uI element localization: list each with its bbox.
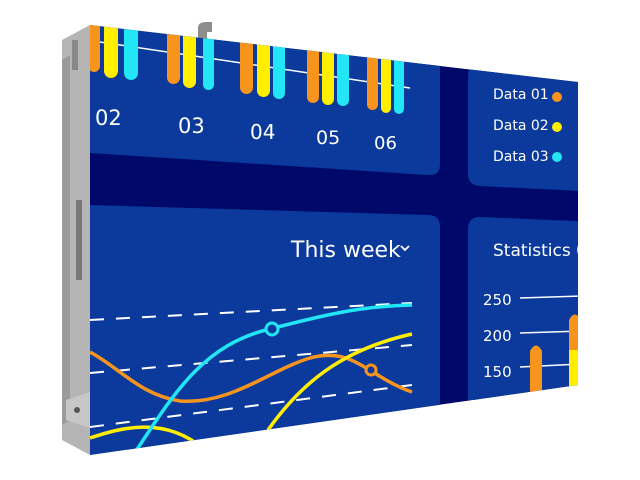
x-label: 06 bbox=[374, 133, 397, 154]
x-label: 02 bbox=[95, 106, 122, 130]
stat-bar bbox=[530, 345, 542, 400]
bar bbox=[322, 25, 334, 105]
display-frame bbox=[62, 22, 501, 455]
bar bbox=[367, 25, 378, 110]
data-point-marker bbox=[364, 363, 378, 377]
data-point-marker bbox=[264, 321, 280, 337]
line-chart-panel: This week bbox=[90, 205, 440, 455]
legend-panel: Data 01 Data 02 Data 03 bbox=[468, 65, 578, 192]
x-label: 05 bbox=[316, 127, 340, 149]
series-yellow-line bbox=[266, 332, 413, 432]
bar-chart-panel: 02 03 04 05 06 bbox=[90, 25, 440, 176]
legend-dot-orange bbox=[552, 92, 562, 102]
grid-lines bbox=[90, 302, 413, 428]
bar bbox=[337, 25, 349, 106]
stat-bar bbox=[569, 314, 578, 350]
bar bbox=[307, 25, 319, 103]
bar bbox=[394, 25, 404, 114]
bar bbox=[273, 25, 285, 99]
reference-line bbox=[99, 41, 411, 89]
bar bbox=[183, 25, 196, 88]
bar bbox=[167, 25, 180, 84]
x-label: 04 bbox=[250, 120, 275, 144]
stat-bar bbox=[569, 350, 578, 400]
legend-label: Data 03 bbox=[493, 149, 549, 165]
legend-dot-cyan bbox=[552, 152, 562, 162]
bar bbox=[257, 25, 270, 97]
legend-dot-yellow bbox=[552, 122, 562, 132]
y-tick: 250 bbox=[483, 291, 512, 309]
y-tick: 200 bbox=[483, 327, 512, 345]
statistics-panel: Statistics 03 250 200 150 bbox=[468, 217, 598, 400]
legend-label: Data 01 bbox=[493, 87, 549, 103]
period-dropdown[interactable]: This week bbox=[290, 238, 410, 263]
bar bbox=[124, 25, 138, 80]
panel-title: Statistics 03 bbox=[493, 241, 598, 261]
bar bbox=[104, 25, 118, 78]
y-tick: 150 bbox=[483, 363, 512, 381]
period-select-label[interactable]: This week bbox=[290, 238, 401, 263]
x-label: 03 bbox=[178, 114, 205, 138]
chevron-down-icon[interactable] bbox=[400, 245, 410, 252]
series-yellow-line bbox=[90, 425, 207, 452]
bar bbox=[381, 25, 391, 113]
bar bbox=[240, 25, 253, 94]
mount-hook bbox=[198, 22, 212, 40]
legend-label: Data 02 bbox=[493, 118, 549, 134]
